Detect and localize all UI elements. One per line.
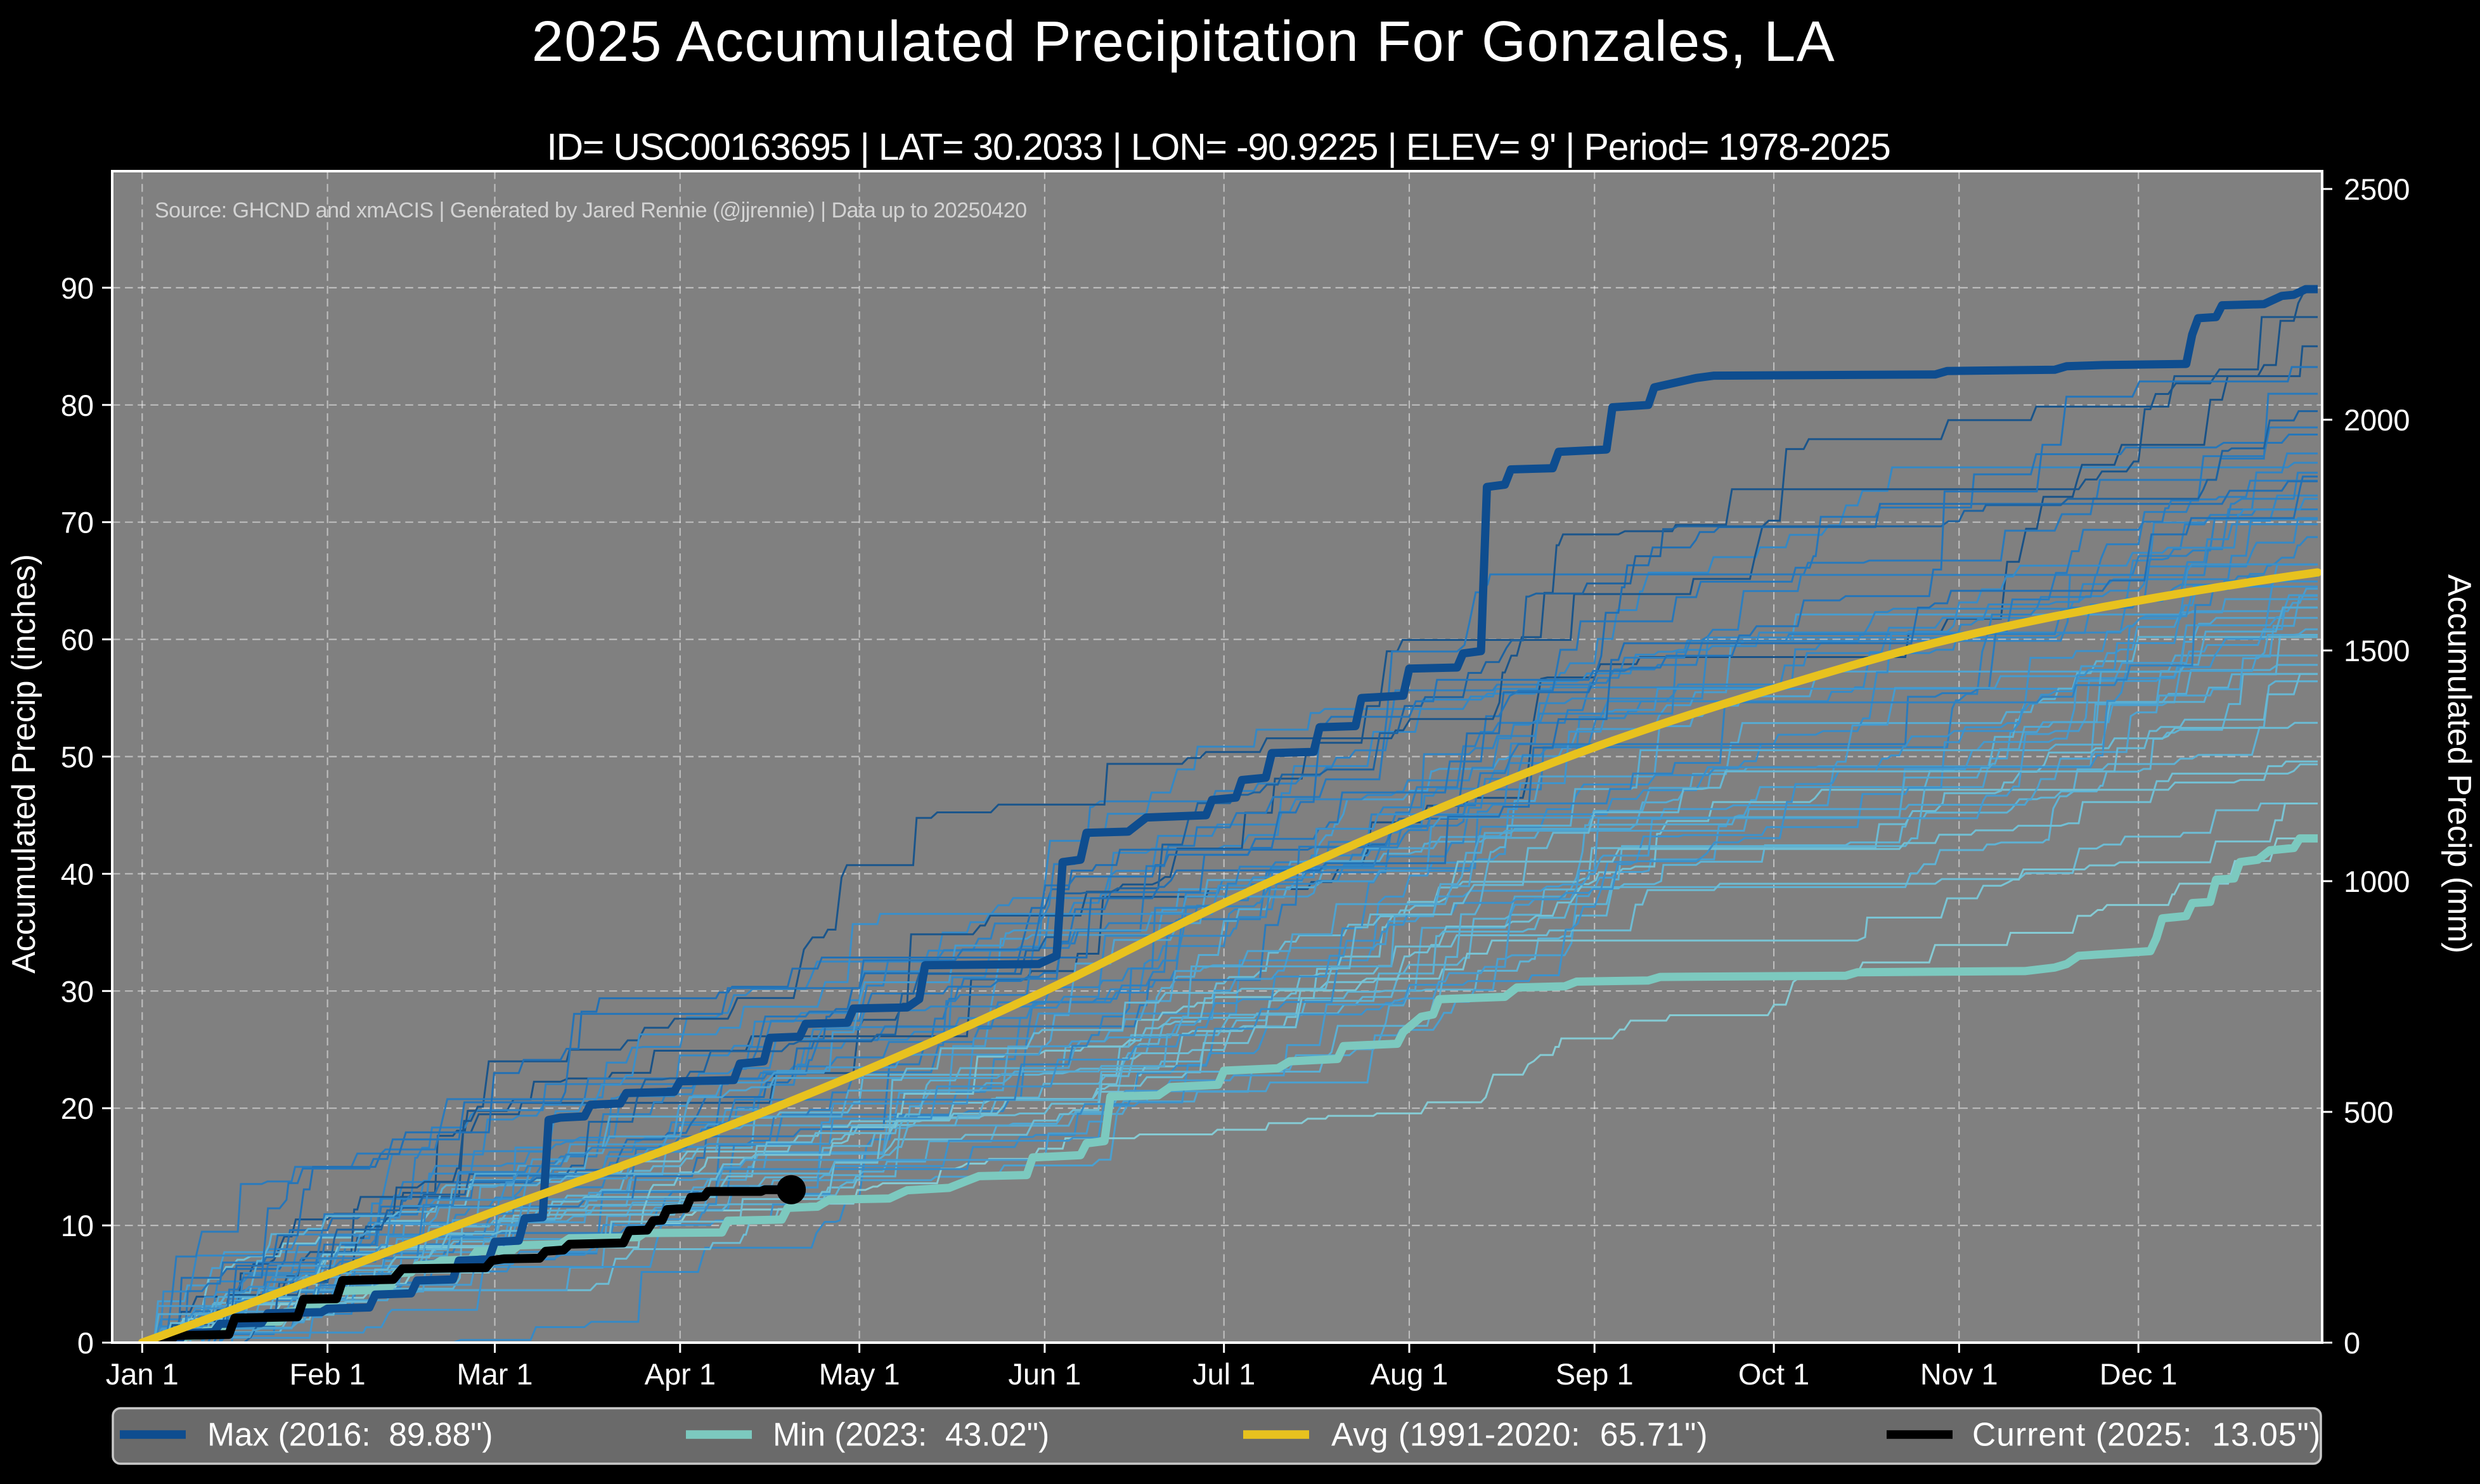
svg-text:90: 90 <box>61 271 94 305</box>
svg-text:2000: 2000 <box>2344 403 2410 437</box>
svg-text:Min (2023: 43.02"): Min (2023: 43.02") <box>773 1416 1049 1453</box>
svg-text:Accumulated Precip (mm): Accumulated Precip (mm) <box>2441 574 2477 953</box>
svg-text:40: 40 <box>61 857 94 891</box>
svg-text:Avg (1991-2020: 65.71"): Avg (1991-2020: 65.71") <box>1331 1416 1708 1453</box>
svg-text:Mar 1: Mar 1 <box>456 1357 533 1391</box>
svg-text:Accumulated Precip (inches): Accumulated Precip (inches) <box>6 554 42 974</box>
svg-text:Nov 1: Nov 1 <box>1920 1357 1998 1391</box>
svg-text:80: 80 <box>61 389 94 422</box>
svg-text:60: 60 <box>61 623 94 657</box>
svg-text:Jan 1: Jan 1 <box>106 1357 179 1391</box>
svg-text:ID= USC00163695 | LAT= 30.2033: ID= USC00163695 | LAT= 30.2033 | LON= -9… <box>546 126 1890 168</box>
svg-text:Apr 1: Apr 1 <box>645 1357 716 1391</box>
svg-text:50: 50 <box>61 740 94 774</box>
svg-text:Aug 1: Aug 1 <box>1371 1357 1449 1391</box>
svg-text:Max (2016: 89.88"): Max (2016: 89.88") <box>207 1416 493 1453</box>
svg-text:Jul 1: Jul 1 <box>1192 1357 1255 1391</box>
svg-text:500: 500 <box>2344 1095 2393 1129</box>
svg-text:1000: 1000 <box>2344 865 2410 898</box>
svg-text:0: 0 <box>77 1326 94 1360</box>
svg-text:30: 30 <box>61 974 94 1008</box>
svg-text:Dec 1: Dec 1 <box>2100 1357 2178 1391</box>
svg-text:Oct 1: Oct 1 <box>1738 1357 1809 1391</box>
svg-text:Current (2025: 13.05"): Current (2025: 13.05") <box>1972 1416 2321 1453</box>
svg-text:May 1: May 1 <box>819 1357 900 1391</box>
svg-text:Source: GHCND and xmACIS | Gen: Source: GHCND and xmACIS | Generated by … <box>155 198 1027 223</box>
svg-text:2025 Accumulated Precipitation: 2025 Accumulated Precipitation For Gonza… <box>532 10 1836 74</box>
svg-text:70: 70 <box>61 506 94 539</box>
svg-text:Sep 1: Sep 1 <box>1556 1357 1634 1391</box>
svg-text:1500: 1500 <box>2344 634 2410 668</box>
svg-text:0: 0 <box>2344 1326 2360 1360</box>
svg-text:20: 20 <box>61 1092 94 1125</box>
svg-text:10: 10 <box>61 1209 94 1242</box>
svg-text:2500: 2500 <box>2344 172 2410 206</box>
svg-text:Feb 1: Feb 1 <box>290 1357 366 1391</box>
svg-text:Jun 1: Jun 1 <box>1008 1357 1081 1391</box>
